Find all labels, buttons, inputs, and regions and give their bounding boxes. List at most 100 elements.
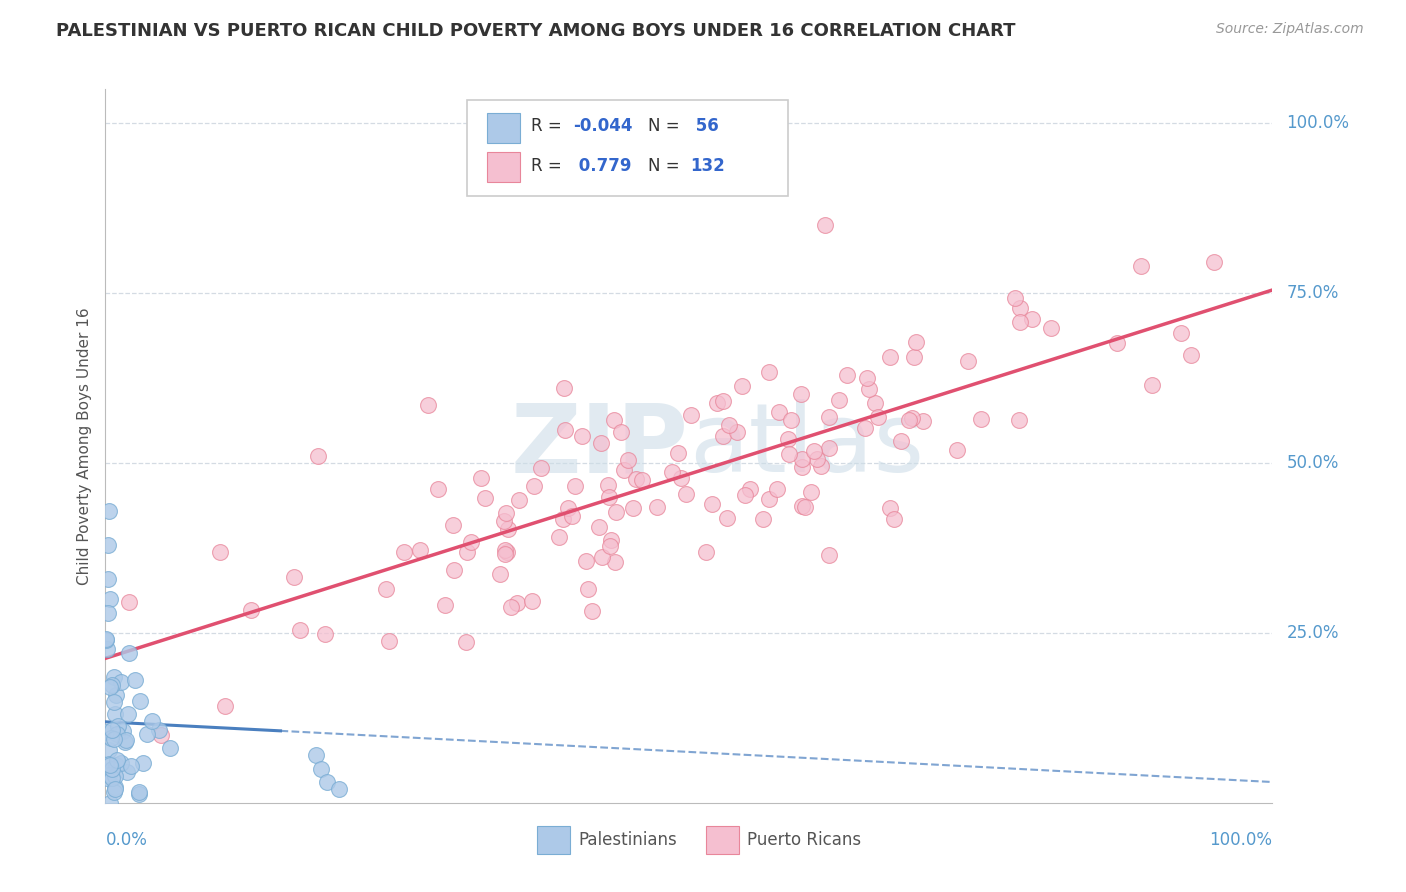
Point <box>706 396 728 410</box>
Text: 75.0%: 75.0% <box>1286 284 1339 302</box>
Text: N =: N = <box>648 118 685 136</box>
Text: R =: R = <box>531 118 568 136</box>
Point <box>98 503 121 517</box>
Point <box>557 501 579 516</box>
Point <box>603 555 626 569</box>
Point <box>97 743 120 757</box>
Point <box>794 500 817 515</box>
Point <box>96 725 118 739</box>
Point <box>110 756 132 771</box>
Point <box>506 596 529 610</box>
Text: Palestinians: Palestinians <box>578 831 676 849</box>
Point <box>489 567 512 582</box>
Point <box>104 758 127 772</box>
FancyBboxPatch shape <box>486 152 520 182</box>
Point <box>495 545 517 559</box>
Text: 56: 56 <box>690 118 718 136</box>
Text: N =: N = <box>648 157 685 175</box>
Text: atlas: atlas <box>689 400 924 492</box>
Point <box>311 762 333 776</box>
Point <box>128 787 150 801</box>
Point <box>304 748 326 763</box>
Point <box>120 759 142 773</box>
Point <box>716 511 738 525</box>
FancyBboxPatch shape <box>537 826 569 855</box>
Point <box>734 488 756 502</box>
Point <box>522 594 544 608</box>
Point <box>589 435 612 450</box>
Point <box>499 600 522 615</box>
Point <box>441 518 464 533</box>
Point <box>591 549 613 564</box>
Point <box>890 434 912 448</box>
Point <box>613 463 636 477</box>
Point <box>800 485 823 500</box>
Text: 100.0%: 100.0% <box>1286 114 1350 132</box>
Point <box>214 698 236 713</box>
Point <box>110 675 132 690</box>
Point <box>114 735 136 749</box>
Point <box>118 646 141 660</box>
Point <box>150 728 173 742</box>
Point <box>661 465 683 479</box>
Point <box>494 547 516 561</box>
Text: 132: 132 <box>690 157 725 175</box>
Point <box>100 731 122 745</box>
Point <box>378 634 401 648</box>
Point <box>603 413 626 427</box>
Point <box>695 545 717 559</box>
Point <box>98 758 121 772</box>
Point <box>104 780 127 794</box>
Point <box>148 723 170 738</box>
Point <box>778 432 800 446</box>
Point <box>624 472 647 486</box>
Point <box>103 732 125 747</box>
Point <box>1204 255 1226 269</box>
Text: 100.0%: 100.0% <box>1209 831 1272 849</box>
Point <box>508 493 530 508</box>
Point <box>103 782 125 797</box>
Point <box>96 633 118 648</box>
Point <box>97 606 120 620</box>
Point <box>645 500 668 514</box>
Point <box>853 421 876 435</box>
Text: Puerto Ricans: Puerto Ricans <box>748 831 862 849</box>
Point <box>159 741 181 756</box>
Point <box>581 604 603 618</box>
Point <box>554 423 576 437</box>
Point <box>711 393 734 408</box>
Point <box>443 563 465 577</box>
Point <box>104 706 127 721</box>
Point <box>780 413 803 427</box>
Text: 0.0%: 0.0% <box>105 831 148 849</box>
Point <box>115 765 138 780</box>
Point <box>124 673 146 688</box>
Point <box>112 724 135 739</box>
Point <box>392 545 415 559</box>
Point <box>1170 326 1192 341</box>
Point <box>758 365 780 379</box>
Point <box>718 418 741 433</box>
Point <box>818 441 841 455</box>
Point <box>128 785 150 799</box>
Point <box>530 460 553 475</box>
Point <box>765 482 787 496</box>
Point <box>105 727 128 741</box>
Text: R =: R = <box>531 157 568 175</box>
Point <box>571 429 593 443</box>
Point <box>561 508 583 523</box>
Point <box>866 409 889 424</box>
Point <box>778 447 800 461</box>
Point <box>100 723 122 738</box>
Point <box>96 771 118 785</box>
Point <box>863 396 886 410</box>
Point <box>98 757 121 772</box>
Point <box>101 677 124 691</box>
Point <box>700 496 723 510</box>
Point <box>103 670 125 684</box>
Point <box>912 414 935 428</box>
Point <box>858 382 880 396</box>
Point <box>945 442 967 457</box>
Point <box>768 405 790 419</box>
Point <box>460 535 482 549</box>
